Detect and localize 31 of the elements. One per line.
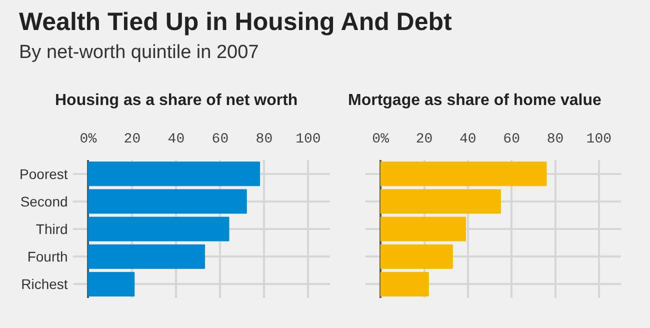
x-tick-label: 20 [124, 131, 141, 148]
x-tick-label: 40 [460, 131, 476, 148]
x-tick-label: 40 [168, 131, 185, 148]
x-tick-label: 80 [546, 131, 564, 148]
x-tick-label: 20 [416, 131, 433, 148]
x-tick-label: 60 [503, 131, 520, 148]
bar [88, 244, 206, 269]
y-tick-label: Second [20, 193, 68, 210]
chart-title: Housing as a share of net worth [55, 92, 298, 109]
y-tick-label: Richest [21, 276, 68, 292]
x-tick-label: 100 [296, 131, 321, 148]
text: By net-worth quintile in 2007 [19, 42, 259, 63]
x-tick-label: 0% [372, 131, 390, 148]
bar [88, 272, 135, 296]
x-tick-label: 0% [80, 131, 98, 148]
text: Wealth Tied Up in Housing And Debt [19, 8, 453, 36]
bar [380, 162, 547, 186]
bar [88, 189, 247, 214]
chart-title: Mortgage as share of home value [348, 92, 602, 109]
x-tick-label: 80 [256, 131, 273, 148]
x-tick-label: 60 [212, 131, 229, 148]
bar [380, 244, 453, 269]
y-tick-label: Poorest [20, 166, 68, 182]
bar [380, 189, 501, 214]
y-tick-label: Third [36, 220, 68, 237]
bar [380, 216, 466, 242]
bar [88, 162, 260, 186]
y-tick-label: Fourth [27, 248, 68, 265]
bar [88, 216, 230, 242]
x-tick-label: 100 [586, 131, 612, 148]
bar [380, 272, 429, 296]
